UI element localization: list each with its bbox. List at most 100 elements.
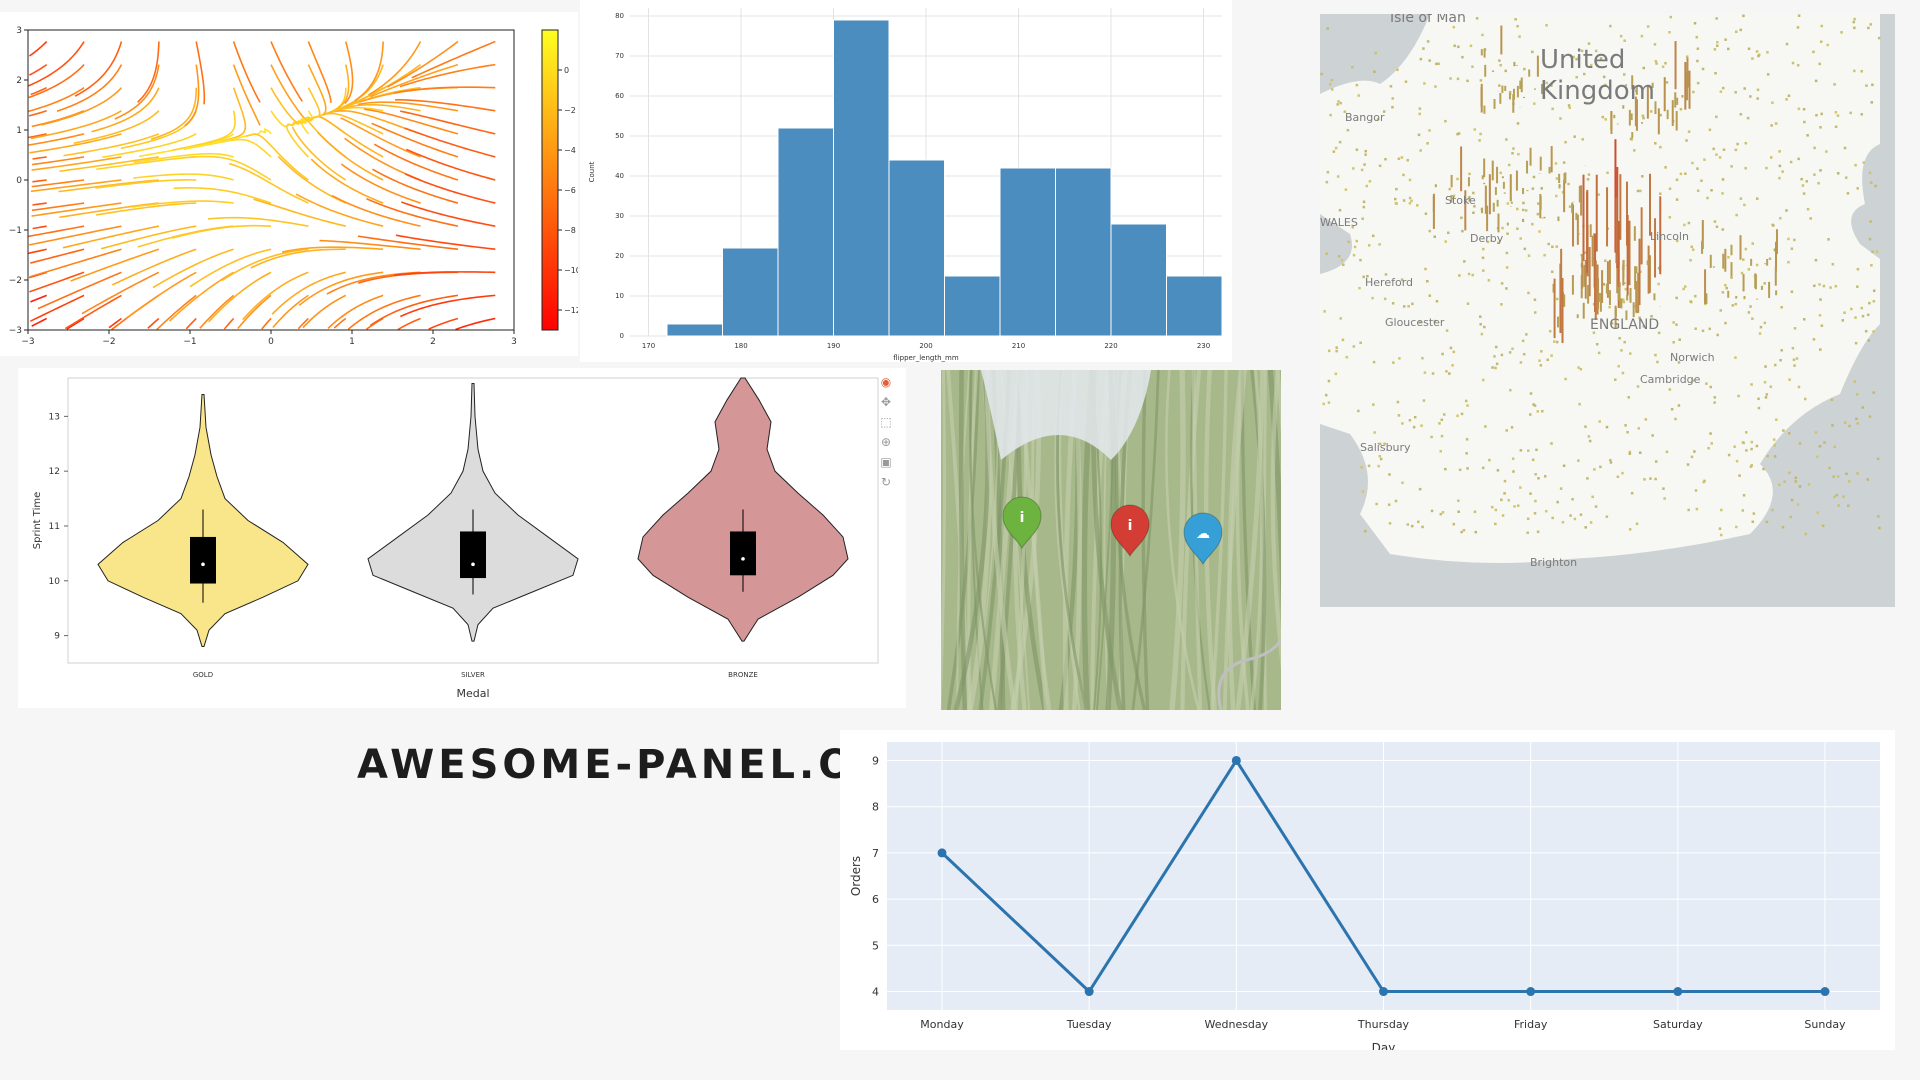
hex-bin <box>1374 51 1378 55</box>
hex-bin <box>1701 67 1705 71</box>
hex-bin <box>1460 216 1463 220</box>
hex-column <box>1519 80 1522 90</box>
hex-bin <box>1628 450 1632 454</box>
hex-bin <box>1826 43 1830 47</box>
hex-bin <box>1637 427 1641 430</box>
stream-line <box>150 87 198 140</box>
hex-bin <box>1468 172 1471 176</box>
hex-bin <box>1344 188 1348 191</box>
terrain-map[interactable]: i i ☁ <box>941 370 1281 710</box>
hex-column <box>1638 238 1641 306</box>
map-place-label: United <box>1540 45 1625 75</box>
hex-bin <box>1743 87 1746 90</box>
map-marker[interactable]: i <box>1110 504 1150 557</box>
hex-bin <box>1869 23 1873 26</box>
hex-bin <box>1396 400 1400 404</box>
bokeh-logo-icon[interactable]: ◉ <box>880 375 892 389</box>
hex-bin <box>1482 247 1485 251</box>
pan-icon[interactable]: ✥ <box>880 395 892 409</box>
hex-bin <box>1802 107 1806 111</box>
hex-bin <box>1872 300 1876 303</box>
hex-column <box>1588 247 1591 297</box>
hex-bin <box>1426 279 1429 283</box>
stream-line <box>185 317 197 330</box>
hex-bin <box>1770 156 1773 159</box>
hex-bin <box>1516 122 1520 125</box>
map-marker[interactable]: i <box>1002 496 1042 549</box>
hex-bin <box>1875 250 1879 253</box>
hex-bin <box>1500 498 1503 502</box>
stream-line <box>31 156 85 166</box>
hex-bin <box>1781 170 1784 173</box>
wheel-zoom-icon[interactable]: ⊕ <box>880 435 892 449</box>
hex-bin <box>1481 256 1485 260</box>
hex-bin <box>1397 157 1401 161</box>
hex-bin <box>1870 264 1873 267</box>
hex-bin <box>1352 167 1355 170</box>
stream-line <box>340 117 421 158</box>
ridge <box>941 370 947 710</box>
violin-chart: 9 10 11 12 13 GOLD SILVER BRONZE Medal Sprint Tim… <box>32 377 879 700</box>
hex-bin <box>1746 116 1750 120</box>
hex-column <box>1501 85 1504 93</box>
hex-bin <box>1721 228 1725 231</box>
reset-icon[interactable]: ↻ <box>880 475 892 489</box>
stream-lines <box>28 40 496 331</box>
hex-bin <box>1584 526 1587 529</box>
hex-bin <box>1756 88 1760 92</box>
hex-bin <box>1856 472 1859 475</box>
stream-line <box>30 248 85 264</box>
stream-line <box>245 133 309 181</box>
hex-bin <box>1655 62 1658 65</box>
hex-bin <box>1765 393 1769 396</box>
hex-column <box>1684 62 1687 110</box>
hex-bin <box>1473 205 1476 208</box>
hex-column <box>1468 195 1471 202</box>
map-marker[interactable]: ☁ <box>1183 512 1223 565</box>
hex-bin <box>1555 177 1559 180</box>
hex-bin <box>1504 69 1507 73</box>
hex-bin <box>1550 354 1553 357</box>
hex-bin <box>1594 49 1598 53</box>
stream-line <box>189 248 272 288</box>
hex-bin <box>1512 470 1515 473</box>
hex-column <box>1583 264 1586 287</box>
hex-bin <box>1457 499 1460 502</box>
hex-bin <box>1535 448 1538 452</box>
hex-bin <box>1734 356 1737 359</box>
hex-bin <box>1526 517 1530 521</box>
hex-bin <box>1696 47 1700 51</box>
stream-line <box>28 64 85 99</box>
uk-hexbin-map[interactable]: Isle of Man United Kingdom Bangor WALES Heref… <box>1320 14 1895 607</box>
hex-column <box>1578 185 1581 203</box>
hex-bin <box>1337 100 1340 103</box>
hex-bin <box>1536 212 1540 216</box>
hex-bin <box>1545 81 1549 85</box>
stream-line <box>309 115 384 158</box>
stream-line <box>62 225 160 249</box>
hex-bin <box>1595 342 1599 346</box>
hex-bin <box>1659 113 1662 117</box>
hex-bin <box>1423 82 1426 85</box>
hex-bin <box>1764 365 1767 368</box>
stream-line <box>31 202 85 212</box>
hex-column <box>1526 190 1529 192</box>
hex-column <box>1651 82 1654 88</box>
hex-bin <box>1426 40 1430 43</box>
hex-bin <box>1441 352 1444 356</box>
stream-line <box>37 271 122 310</box>
hex-bin <box>1551 107 1554 111</box>
hex-bin <box>1430 435 1433 439</box>
hex-bin <box>1411 302 1414 306</box>
box-zoom-icon[interactable]: ⬚ <box>880 415 892 429</box>
hex-bin <box>1555 340 1559 344</box>
hex-bin <box>1461 229 1464 233</box>
hex-bin <box>1482 269 1485 272</box>
hex-bin <box>1812 338 1816 341</box>
hex-bin <box>1473 510 1477 514</box>
hex-bin <box>1834 284 1838 288</box>
stream-line <box>395 234 496 251</box>
save-icon[interactable]: ▣ <box>880 455 892 469</box>
hex-column <box>1500 25 1503 55</box>
